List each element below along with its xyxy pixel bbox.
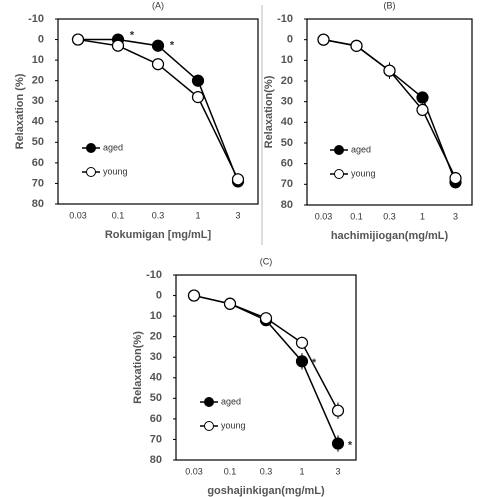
y-tick-label: 30 [150,351,162,363]
series-line [323,38,457,183]
series-line [323,38,457,179]
x-tick-label: 0.3 [383,211,396,221]
y-tick-label: 50 [150,392,162,404]
y-tick-label: 70 [281,178,293,190]
point [191,91,205,104]
point [416,91,429,104]
legend-label: aged [221,396,241,406]
y-tick-label: 60 [150,413,162,425]
y-tick-label: 10 [150,310,162,322]
y-tick-label: 20 [150,331,162,343]
y-tick-label: 10 [32,54,44,66]
y-axis-label: Relaxation (%) [14,73,26,149]
plot-frame [175,274,357,461]
point [295,336,309,349]
x-tick-label: 0.3 [260,466,273,476]
x-tick-label: 1 [195,210,200,220]
y-tick-label: -10 [146,269,162,281]
y-tick-label: -10 [28,13,44,25]
y-tick-label: 40 [281,116,293,128]
point [151,58,165,71]
y-tick-label: 80 [150,454,162,466]
annotation: * [312,357,317,369]
x-tick-label: 1 [420,211,425,221]
point [383,64,396,77]
point [259,312,273,325]
legend-marker [334,169,344,179]
y-tick-label: 80 [281,199,293,211]
y-tick-label: 50 [32,136,44,148]
y-tick-label: 20 [281,75,293,87]
chart-title: (A) [152,0,164,10]
y-tick-label: 60 [32,157,44,169]
y-tick-label: 70 [32,177,44,189]
y-tick-label: 30 [281,96,293,108]
x-tick-label: 0.03 [315,211,333,221]
point [295,355,309,368]
legend-marker [204,421,214,431]
y-axis-label: Relaxation(%) [132,331,144,404]
y-tick-label: 40 [150,372,162,384]
point [191,74,205,87]
y-tick-label: -10 [277,13,293,25]
legend-marker [86,143,96,153]
point [416,103,429,117]
x-tick-label: 0.1 [112,210,125,220]
plot-frame [306,18,473,206]
legend-marker [86,167,96,177]
x-tick-label: 0.03 [185,466,203,476]
point [331,437,345,450]
x-tick-label: 0.1 [350,211,363,221]
y-tick-label: 10 [281,54,293,66]
x-axis-label: hachimijiogan(mg/mL) [331,230,449,242]
legend-marker [204,397,214,407]
y-tick-label: 0 [156,289,162,301]
legend-label: young [351,168,376,178]
y-tick-label: 80 [32,198,44,210]
chart-title: (B) [384,0,396,10]
legend-marker [334,145,344,155]
legend-label: aged [351,144,371,154]
point [151,39,165,52]
point [223,297,237,310]
legend-label: aged [103,142,123,152]
y-tick-label: 60 [281,158,293,170]
x-tick-label: 3 [235,210,240,220]
x-tick-label: 3 [453,211,458,221]
annotation: * [348,439,353,451]
annotation: * [130,29,135,41]
annotation: * [170,40,175,52]
point [111,39,125,52]
y-tick-label: 50 [281,137,293,149]
point [331,404,345,417]
legend-label: young [103,166,128,176]
x-tick-label: 0.1 [224,466,237,476]
point [449,172,462,185]
x-tick-label: 3 [335,466,340,476]
y-tick-label: 40 [32,116,44,128]
x-axis-label: goshajinkigan(mg/mL) [207,485,325,497]
y-tick-label: 30 [32,95,44,107]
point [71,33,85,46]
y-axis-label: Relaxation(%) [263,75,275,148]
point [187,289,201,302]
y-tick-label: 70 [150,433,162,445]
x-tick-label: 0.03 [69,210,87,220]
x-tick-label: 0.3 [152,210,165,220]
point [317,33,330,46]
x-tick-label: 1 [299,466,304,476]
y-tick-label: 0 [287,34,293,46]
plot-frame [57,18,259,205]
y-tick-label: 20 [32,75,44,87]
point [350,39,363,52]
chart-title: (C) [260,256,273,266]
y-tick-label: 0 [38,33,44,45]
legend-label: young [221,420,246,430]
x-axis-label: Rokumigan [mg/mL] [105,229,212,241]
point [231,173,245,186]
